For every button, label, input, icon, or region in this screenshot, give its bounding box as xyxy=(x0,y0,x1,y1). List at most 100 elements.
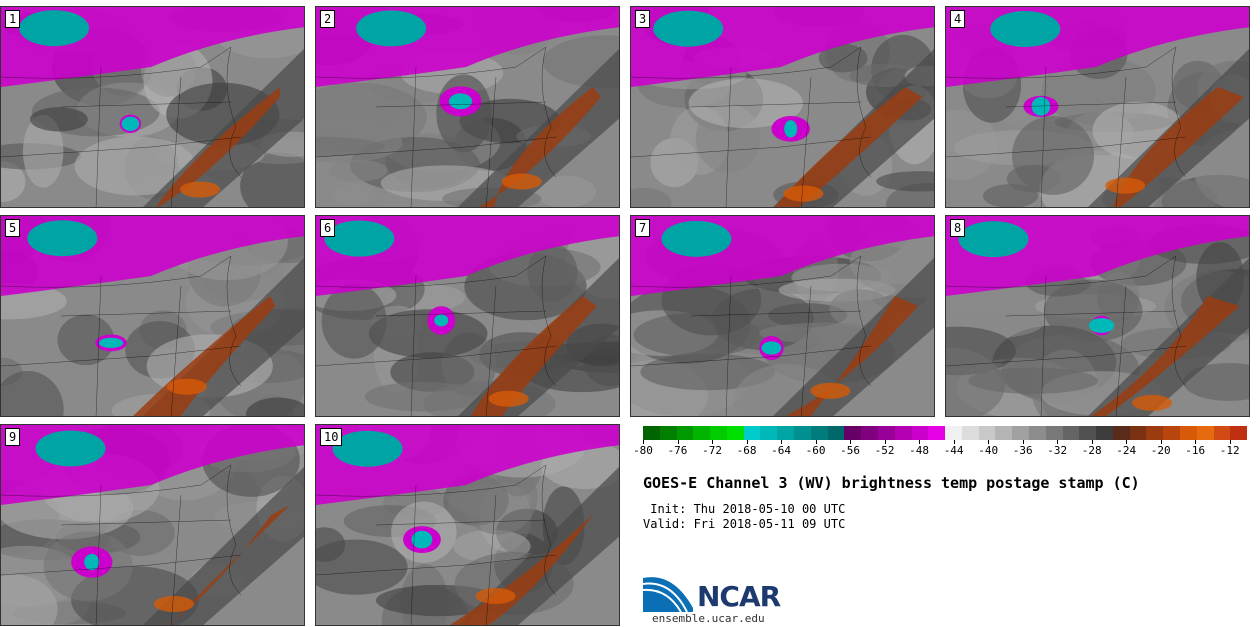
wv-map xyxy=(1,7,304,207)
colorbar-tick-mark xyxy=(815,440,817,444)
colorbar-cell xyxy=(844,426,862,440)
wv-map xyxy=(316,7,619,207)
panel-number: 9 xyxy=(5,428,21,446)
colorbar-tick-mark xyxy=(746,440,748,444)
colorbar-cell xyxy=(1012,426,1029,440)
colorbar-tick-mark xyxy=(1160,440,1162,444)
colorbar-tick-mark xyxy=(643,440,644,444)
colorbar-tick-mark xyxy=(953,440,955,444)
colorbar-tick-label: -12 xyxy=(1219,444,1240,457)
colorbar-tick-mark xyxy=(988,440,990,444)
colorbar-cell xyxy=(1045,426,1063,440)
wv-map xyxy=(1,216,304,416)
colorbar xyxy=(643,426,1248,440)
colorbar-cell xyxy=(995,426,1013,440)
colorbar-cell xyxy=(945,426,962,440)
colorbar-tick-mark xyxy=(919,440,921,444)
colorbar-cell xyxy=(861,426,878,440)
colorbar-tick-label: -32 xyxy=(1047,444,1068,457)
wv-map xyxy=(631,7,934,207)
colorbar-tick-label: -24 xyxy=(1116,444,1137,457)
colorbar-tick-label: -44 xyxy=(943,444,964,457)
wv-map xyxy=(316,216,619,416)
panel-number: 7 xyxy=(635,219,651,237)
colorbar-cell xyxy=(911,426,929,440)
colorbar-cell xyxy=(760,426,778,440)
colorbar-tick-mark xyxy=(884,440,886,444)
panel-number: 5 xyxy=(5,219,21,237)
colorbar-cell xyxy=(1230,426,1248,440)
colorbar-cell xyxy=(877,426,895,440)
colorbar-cell xyxy=(1146,426,1164,440)
colorbar-cell xyxy=(659,426,677,440)
colorbar-tick-mark xyxy=(781,440,783,444)
colorbar-tick-mark xyxy=(677,440,679,444)
colorbar-tick-mark xyxy=(1057,440,1059,444)
colorbar-cell xyxy=(710,426,727,440)
colorbar-tick-label: -52 xyxy=(874,444,895,457)
colorbar-tick-label: -20 xyxy=(1150,444,1171,457)
colorbar-tick-label: -48 xyxy=(909,444,930,457)
colorbar-tick-labels: -80 -76 -72 -68 -64 -60 -56 -52 -48 -44 -40 -36 -32-… xyxy=(633,440,1247,460)
wv-map xyxy=(316,425,619,625)
panel-5: 5 xyxy=(0,215,305,417)
wv-map xyxy=(946,216,1249,416)
colorbar-cell xyxy=(726,426,744,440)
colorbar-cell xyxy=(1163,426,1180,440)
panel-number: 10 xyxy=(320,428,343,446)
colorbar-cell xyxy=(1129,426,1147,440)
colorbar-tick-label: -68 xyxy=(736,444,757,457)
colorbar-tick-label: -80 xyxy=(633,444,653,457)
colorbar-cell xyxy=(1213,426,1231,440)
colorbar-cell xyxy=(894,426,912,440)
panel-1: 1 xyxy=(0,6,305,208)
panel-number: 8 xyxy=(950,219,966,237)
colorbar-tick-label: -60 xyxy=(805,444,826,457)
colorbar-cell xyxy=(1062,426,1080,440)
colorbar-tick-mark xyxy=(850,440,852,444)
colorbar-tick-mark xyxy=(1229,440,1231,444)
colorbar-tick-mark xyxy=(1126,440,1128,444)
logo-text: NCAR xyxy=(697,580,781,613)
colorbar-tick-label: -72 xyxy=(702,444,722,457)
colorbar-cell xyxy=(1079,426,1097,440)
panel-number: 3 xyxy=(635,10,651,28)
colorbar-cell xyxy=(777,426,795,440)
panel-2: 2 xyxy=(315,6,620,208)
colorbar-tick-mark xyxy=(712,440,714,444)
ncar-logo-icon xyxy=(643,577,693,613)
colorbar-tick-label: -36 xyxy=(1012,444,1033,457)
colorbar-tick-mark xyxy=(1195,440,1197,444)
wv-map xyxy=(946,7,1249,207)
panel-7: 7 xyxy=(630,215,935,417)
panel-3: 3 xyxy=(630,6,935,208)
valid-time: Valid: Fri 2018-05-11 09 UTC xyxy=(643,517,846,531)
colorbar-tick-mark xyxy=(1091,440,1093,444)
wv-map xyxy=(1,425,304,625)
panel-6: 6 xyxy=(315,215,620,417)
colorbar-cell xyxy=(1028,426,1046,440)
colorbar-cell xyxy=(676,426,694,440)
colorbar-cell xyxy=(978,426,996,440)
panel-8: 8 xyxy=(945,215,1250,417)
colorbar-tick-label: -64 xyxy=(771,444,791,457)
colorbar-cell xyxy=(1096,426,1113,440)
colorbar-cell xyxy=(827,426,845,440)
colorbar-cell xyxy=(794,426,811,440)
figure-title: GOES-E Channel 3 (WV) brightness temp po… xyxy=(643,474,1140,492)
colorbar-tick-label: -40 xyxy=(978,444,999,457)
colorbar-cell xyxy=(1112,426,1130,440)
panel-9: 9 xyxy=(0,424,305,626)
colorbar-cell xyxy=(1196,426,1214,440)
colorbar-cell xyxy=(743,426,761,440)
init-time: Init: Thu 2018-05-10 00 UTC xyxy=(643,502,846,516)
colorbar-cell xyxy=(961,426,979,440)
panel-4: 4 xyxy=(945,6,1250,208)
colorbar-cell xyxy=(643,426,660,440)
colorbar-tick-label: -56 xyxy=(840,444,861,457)
panel-10: 10 xyxy=(315,424,620,626)
colorbar-cell xyxy=(1180,426,1197,440)
colorbar-tick-label: -28 xyxy=(1081,444,1102,457)
colorbar-cell xyxy=(928,426,946,440)
wv-map xyxy=(631,216,934,416)
